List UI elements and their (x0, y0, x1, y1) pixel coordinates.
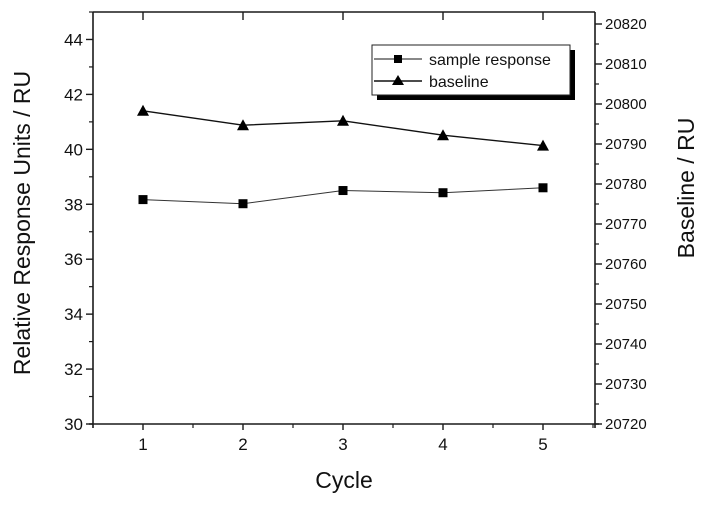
x-tick-label: 1 (138, 435, 147, 454)
y2-tick-label: 20770 (605, 216, 647, 233)
series-baseline (137, 104, 549, 151)
y2-tick-label: 20740 (605, 336, 647, 353)
axes: 1 2 3 4 530323436384042442072020730207402075… (64, 11, 647, 454)
data-point-triangle (337, 114, 349, 126)
data-point-square (438, 188, 448, 198)
legend-box (371, 44, 571, 96)
legend: sample response baseline (371, 44, 575, 100)
y2-tick-label: 20760 (605, 256, 647, 273)
x-tick-label: 3 (338, 435, 347, 454)
y2-tick-label: 20720 (605, 416, 647, 433)
y-axis-title: Relative Response Units / RU (9, 71, 35, 375)
y2-tick-label: 20750 (605, 296, 647, 313)
series-layer (137, 104, 549, 209)
data-point-square (338, 186, 348, 196)
y-tick-label: 34 (64, 305, 83, 324)
y2-axis-title: Baseline / RU (673, 118, 699, 259)
data-point-triangle (137, 104, 149, 116)
legend-label: baseline (429, 74, 489, 91)
y-tick-label: 42 (64, 85, 83, 104)
legend-label: sample response (429, 52, 551, 69)
data-point-triangle (437, 129, 449, 141)
x-tick-label: 2 (238, 435, 247, 454)
legend-marker-triangle (392, 75, 404, 85)
x-tick-label: 5 (538, 435, 547, 454)
data-point-square (238, 199, 248, 209)
y2-tick-label: 20800 (605, 96, 647, 113)
y-tick-label: 44 (64, 30, 83, 49)
y2-tick-label: 20780 (605, 176, 647, 193)
data-point-square (538, 183, 548, 193)
y-tick-label: 40 (64, 140, 83, 159)
data-point-triangle (237, 119, 249, 131)
x-tick-label: 4 (438, 435, 447, 454)
y2-tick-label: 20810 (605, 56, 647, 73)
y2-tick-label: 20730 (605, 376, 647, 393)
y-tick-label: 30 (64, 415, 83, 434)
y2-tick-label: 20820 (605, 16, 647, 33)
data-point-square (138, 195, 148, 205)
y-tick-label: 36 (64, 250, 83, 269)
y-tick-label: 38 (64, 195, 83, 214)
legend-marker-square (394, 55, 402, 63)
data-point-triangle (537, 139, 549, 151)
y2-tick-label: 20790 (605, 136, 647, 153)
y-tick-label: 32 (64, 360, 83, 379)
x-axis-title: Cycle (315, 467, 373, 493)
series-sample-response (138, 183, 548, 209)
